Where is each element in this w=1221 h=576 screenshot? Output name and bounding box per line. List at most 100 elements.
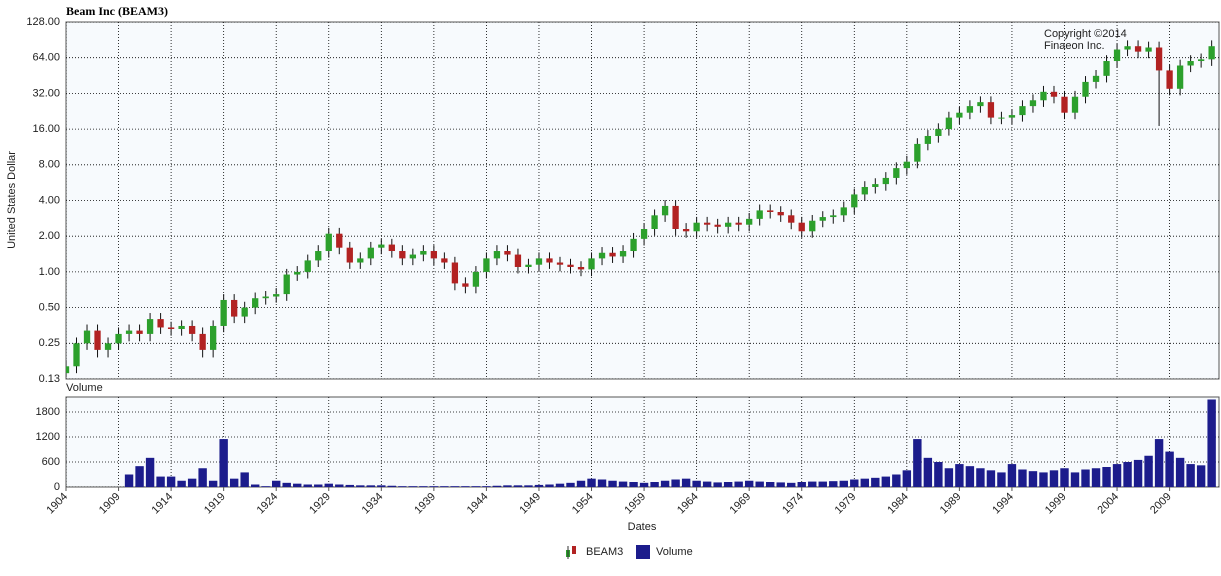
candle-body	[1197, 59, 1205, 62]
volume-bar	[997, 472, 1006, 487]
candle-body	[346, 247, 353, 263]
volume-bar	[681, 478, 691, 487]
x-tick-label: 1999	[1043, 491, 1069, 517]
x-tick-label: 1959	[622, 491, 648, 517]
volume-bar	[303, 484, 312, 487]
y-tick-label: 4.00	[39, 194, 60, 206]
y-tick-label: 2.00	[39, 230, 60, 242]
candle-body	[388, 244, 395, 252]
volume-bar	[597, 479, 607, 487]
volume-bar	[461, 486, 470, 487]
candle-body	[304, 260, 311, 272]
volume-bar	[524, 485, 533, 487]
candle-body	[798, 222, 805, 232]
candle-body	[809, 220, 816, 232]
x-tick-label: 1949	[517, 491, 543, 517]
candle-body	[1019, 106, 1026, 116]
candle-body	[924, 135, 932, 144]
volume-bar	[229, 478, 239, 487]
candle-body	[777, 211, 784, 216]
candle-body	[136, 330, 143, 334]
candle-body	[525, 264, 532, 267]
candle-body	[756, 210, 763, 219]
x-tick-label: 1924	[255, 491, 281, 517]
volume-bar	[797, 482, 806, 487]
candle-body	[73, 343, 80, 367]
volume-bar	[713, 482, 722, 487]
volume-bar	[976, 468, 985, 487]
x-tick-label: 1934	[360, 491, 386, 517]
candle-body	[94, 330, 101, 350]
x-tick-label: 2009	[1148, 491, 1174, 517]
volume-bar	[1049, 470, 1059, 487]
candle-body	[619, 251, 627, 257]
volume-bar	[576, 480, 586, 487]
candle-body	[1071, 96, 1079, 113]
candle-body	[451, 262, 459, 284]
volume-bar	[1081, 469, 1090, 487]
volume-bar	[902, 470, 912, 487]
volume-bar	[1091, 468, 1101, 487]
volume-bar	[1186, 464, 1195, 487]
volume-bar	[408, 486, 418, 487]
candle-body	[1187, 61, 1194, 66]
candle-body	[1134, 46, 1142, 52]
volume-bar	[1039, 472, 1048, 487]
candle-body	[430, 251, 438, 259]
volume-bar	[1102, 467, 1111, 487]
volume-bar	[755, 481, 764, 487]
volume-bar	[1028, 471, 1038, 487]
candle-body	[231, 299, 238, 317]
volume-bar	[744, 480, 754, 487]
candle-body	[672, 205, 679, 230]
volume-bar	[177, 480, 186, 487]
y-axis-label: United States Dollar	[6, 151, 18, 249]
volume-bar	[965, 466, 975, 487]
candle-body	[661, 205, 669, 216]
y-tick-label: 8.00	[39, 159, 60, 171]
candle-body	[861, 186, 868, 195]
candle-body	[630, 238, 637, 252]
legend-label: Volume	[656, 546, 693, 558]
volume-bar	[545, 484, 554, 487]
candle-body	[514, 254, 522, 267]
y-tick-label: 32.00	[32, 87, 60, 99]
volume-bar	[660, 480, 670, 487]
volume-bar	[787, 482, 796, 487]
candle-body	[830, 215, 837, 218]
candle-body	[746, 218, 753, 225]
candle-body	[1208, 46, 1215, 60]
volume-bar	[871, 477, 880, 487]
candle-body	[167, 327, 175, 330]
candle-body	[241, 307, 248, 317]
candle-body	[1040, 91, 1047, 101]
volume-bar	[1165, 451, 1174, 487]
volume-bar	[208, 480, 218, 487]
volume-bar	[187, 478, 197, 487]
volume-bar	[587, 478, 596, 487]
panel-title: Volume	[66, 382, 103, 394]
volume-bar	[650, 482, 659, 487]
candle-body	[262, 296, 269, 299]
volume-bar	[293, 483, 302, 487]
candle-body	[998, 117, 1005, 119]
x-axis-label: Dates	[628, 521, 657, 533]
candle-body	[598, 252, 606, 259]
volume-bar	[198, 468, 207, 487]
candle-body	[567, 264, 574, 267]
candle-body	[1145, 47, 1152, 52]
x-tick-label: 1944	[465, 491, 491, 517]
volume-bar	[124, 474, 134, 487]
x-tick-label: 1919	[202, 491, 228, 517]
volume-bar	[272, 480, 281, 487]
candle-body	[977, 102, 984, 107]
x-tick-label: 1939	[412, 491, 438, 517]
x-tick-label: 1929	[307, 491, 333, 517]
x-tick-label: 1904	[44, 491, 70, 517]
candle-body	[556, 262, 564, 265]
candle-body	[188, 325, 196, 334]
y-tick-label: 600	[42, 456, 60, 468]
candle-body	[640, 229, 648, 239]
volume-plot	[66, 397, 1219, 487]
volume-bar	[776, 482, 785, 487]
